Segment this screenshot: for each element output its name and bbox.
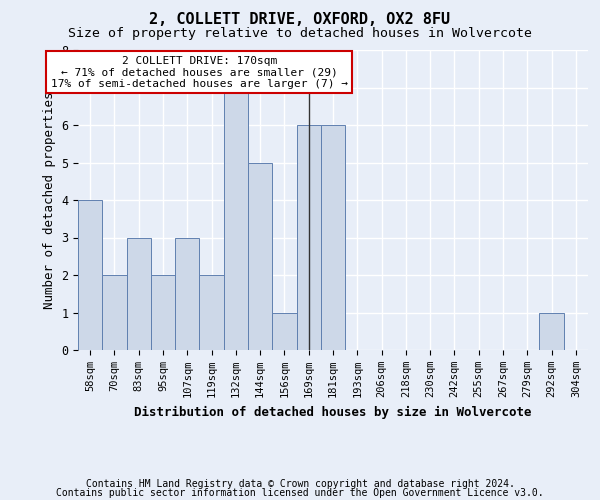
Text: 2, COLLETT DRIVE, OXFORD, OX2 8FU: 2, COLLETT DRIVE, OXFORD, OX2 8FU (149, 12, 451, 28)
Text: Size of property relative to detached houses in Wolvercote: Size of property relative to detached ho… (68, 28, 532, 40)
Bar (102, 275, 127, 350)
Y-axis label: Number of detached properties: Number of detached properties (43, 91, 56, 308)
Text: Contains public sector information licensed under the Open Government Licence v3: Contains public sector information licen… (56, 488, 544, 498)
Bar (272, 312, 296, 350)
Text: 2 COLLETT DRIVE: 170sqm
← 71% of detached houses are smaller (29)
17% of semi-de: 2 COLLETT DRIVE: 170sqm ← 71% of detache… (51, 56, 348, 89)
Text: Contains HM Land Registry data © Crown copyright and database right 2024.: Contains HM Land Registry data © Crown c… (86, 479, 514, 489)
Bar (199, 275, 224, 350)
X-axis label: Distribution of detached houses by size in Wolvercote: Distribution of detached houses by size … (134, 406, 532, 418)
Bar (224, 88, 248, 350)
Bar (127, 238, 151, 350)
Bar (321, 125, 345, 350)
Bar (296, 125, 321, 350)
Bar (539, 312, 564, 350)
Bar (175, 238, 199, 350)
Bar (248, 162, 272, 350)
Bar (151, 275, 175, 350)
Bar (78, 200, 102, 350)
